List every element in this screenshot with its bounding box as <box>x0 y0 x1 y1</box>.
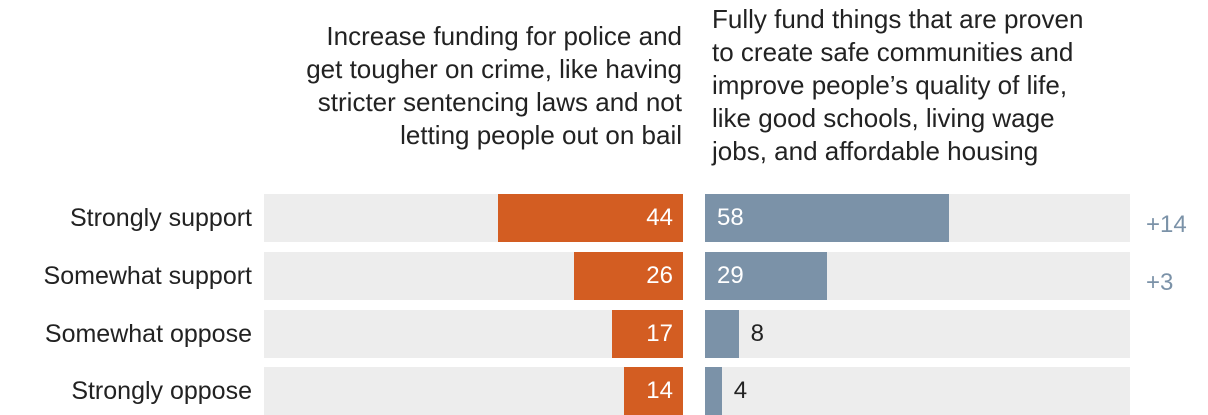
category-label: Strongly oppose <box>71 377 252 405</box>
right-header-line: improve people’s quality of life, <box>712 70 1068 100</box>
left-bar <box>611 310 683 358</box>
right-bar <box>705 194 949 242</box>
left-header-line: letting people out on bail <box>400 120 682 150</box>
left-series-header: Increase funding for police and get tough… <box>250 20 682 152</box>
left-bar <box>573 252 683 300</box>
left-header-line: get tougher on crime, like having <box>306 54 682 84</box>
category-label: Somewhat oppose <box>44 320 252 348</box>
difference-label: +14 <box>1146 211 1187 238</box>
right-track <box>705 367 1130 415</box>
left-value-label: 14 <box>646 377 673 404</box>
left-bar <box>624 367 683 415</box>
right-header-line: like good schools, living wage <box>712 103 1055 133</box>
right-value-label: 8 <box>750 320 764 347</box>
right-bar <box>705 310 739 358</box>
left-header-line: Increase funding for police and <box>326 21 682 51</box>
left-value-label: 26 <box>646 262 673 289</box>
category-label: Somewhat support <box>43 262 252 290</box>
right-bar <box>705 367 722 415</box>
right-header-line: Fully fund things that are proven <box>712 4 1084 34</box>
right-bar <box>705 252 827 300</box>
left-value-label: 17 <box>646 320 673 347</box>
right-value-label: 58 <box>717 204 744 231</box>
category-label: Strongly support <box>69 204 252 232</box>
right-header-line: jobs, and affordable housing <box>712 136 1039 166</box>
right-header-line: to create safe communities and <box>712 37 1074 67</box>
right-value-label: 4 <box>733 377 748 404</box>
right-track <box>705 310 1130 358</box>
difference-label: +3 <box>1146 269 1174 296</box>
left-header-line: stricter sentencing laws and not <box>317 87 682 117</box>
right-value-label: 29 <box>717 262 744 289</box>
left-track <box>264 367 683 415</box>
left-value-label: 44 <box>646 204 673 231</box>
right-series-header: Fully fund things that are proven to crea… <box>712 3 1142 168</box>
left-bar <box>498 194 683 242</box>
